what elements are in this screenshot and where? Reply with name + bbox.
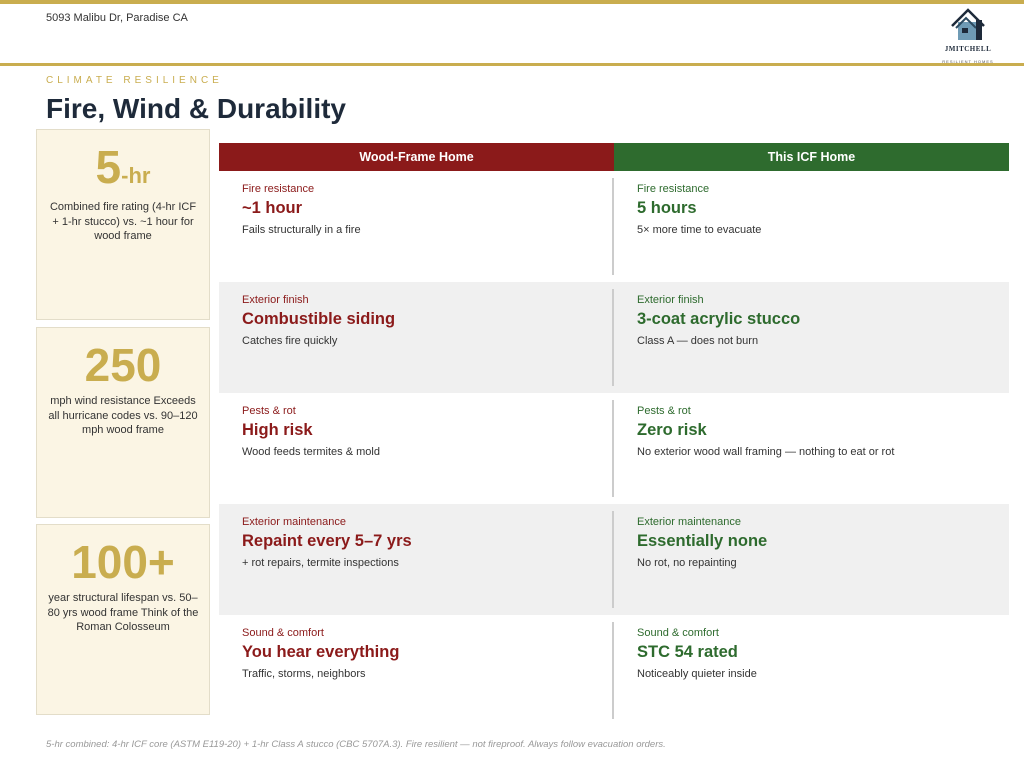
cell-value: Combustible siding <box>242 310 396 328</box>
icf-cell: Exterior finish 3-coat acrylic stucco Clas… <box>614 282 1009 393</box>
icf-cell: Pests & rot Zero risk No exterior wood wal… <box>614 393 1009 504</box>
cell-value: Essentially none <box>637 532 768 550</box>
stat-card-lifespan: 100+ year structural lifespan vs. 50–80 … <box>36 524 210 715</box>
cell-sub: Traffic, storms, neighbors <box>242 668 366 680</box>
header: 5093 Malibu Dr, Paradise CA JMITCHELL RE… <box>0 4 1024 66</box>
cell-sub: Catches fire quickly <box>242 335 338 347</box>
cell-sub: Wood feeds termites & mold <box>242 446 380 458</box>
cell-label: Fire resistance <box>637 183 710 195</box>
company-logo: JMITCHELL RESILIENT HOMES <box>938 6 998 64</box>
stat-card-wind: 250 mph wind resistance Exceeds all hurr… <box>36 327 210 518</box>
icf-cell: Fire resistance 5 hours 5× more time to ev… <box>614 171 1009 282</box>
table-row: Exterior finish Combustible siding Catches… <box>219 282 1009 393</box>
stat-card-fire: 5-hr Combined fire rating (4-hr ICF + 1-… <box>36 129 210 320</box>
house-logo-icon <box>951 8 985 40</box>
cell-sub: Noticeably quieter inside <box>637 668 757 680</box>
cell-label: Fire resistance <box>242 183 315 195</box>
cell-label: Exterior finish <box>637 294 704 306</box>
header-wood-frame: Wood-Frame Home <box>219 143 614 171</box>
table-row: Pests & rot High risk Wood feeds termites … <box>219 393 1009 504</box>
cell-value: ~1 hour <box>242 199 303 217</box>
icf-cell: Sound & comfort STC 54 rated Noticeably qu… <box>614 615 1009 726</box>
cell-label: Sound & comfort <box>637 627 719 639</box>
cell-value: High risk <box>242 421 313 439</box>
wood-frame-cell: Pests & rot High risk Wood feeds termites … <box>219 393 614 504</box>
wood-frame-cell: Exterior finish Combustible siding Catches… <box>219 282 614 393</box>
icf-cell: Exterior maintenance Essentially none No r… <box>614 504 1009 615</box>
cell-value: 5 hours <box>637 199 697 217</box>
cell-label: Pests & rot <box>637 405 691 417</box>
header-icf: This ICF Home <box>614 143 1009 171</box>
cell-value: STC 54 rated <box>637 643 738 661</box>
cell-label: Exterior finish <box>242 294 309 306</box>
page-title: Fire, Wind & Durability <box>46 93 346 124</box>
cell-sub: Fails structurally in a fire <box>242 224 361 236</box>
comparison-table: Wood-Frame Home This ICF Home Fire resis… <box>219 143 1009 726</box>
property-address: 5093 Malibu Dr, Paradise CA <box>46 12 188 24</box>
cell-sub: No rot, no repainting <box>637 557 737 569</box>
cell-value: You hear everything <box>242 643 400 661</box>
wood-frame-cell: Fire resistance ~1 hour Fails structurally… <box>219 171 614 282</box>
cell-value: Repaint every 5–7 yrs <box>242 532 412 550</box>
cell-sub: 5× more time to evacuate <box>637 224 762 236</box>
cell-sub: No exterior wood wall framing — nothing … <box>637 446 895 458</box>
top-accent-bar <box>0 0 1024 4</box>
table-row: Fire resistance ~1 hour Fails structurally… <box>219 171 1009 282</box>
cell-label: Exterior maintenance <box>242 516 346 528</box>
cell-value: 3-coat acrylic stucco <box>637 310 801 328</box>
cell-value: Zero risk <box>637 421 707 439</box>
wood-frame-cell: Sound & comfort You hear everything Traffi… <box>219 615 614 726</box>
section-eyebrow: CLIMATE RESILIENCE <box>46 75 223 86</box>
cell-sub: + rot repairs, termite inspections <box>242 557 399 569</box>
cell-sub: Class A — does not burn <box>637 335 759 347</box>
table-row: Sound & comfort You hear everything Traffi… <box>219 615 1009 726</box>
table-row: Exterior maintenance Repaint every 5–7 yr… <box>219 504 1009 615</box>
cell-label: Sound & comfort <box>242 627 324 639</box>
cell-label: Pests & rot <box>242 405 296 417</box>
footnote: 5-hr combined: 4-hr ICF core (ASTM E119-… <box>46 739 666 750</box>
wood-frame-cell: Exterior maintenance Repaint every 5–7 yr… <box>219 504 614 615</box>
cell-label: Exterior maintenance <box>637 516 741 528</box>
